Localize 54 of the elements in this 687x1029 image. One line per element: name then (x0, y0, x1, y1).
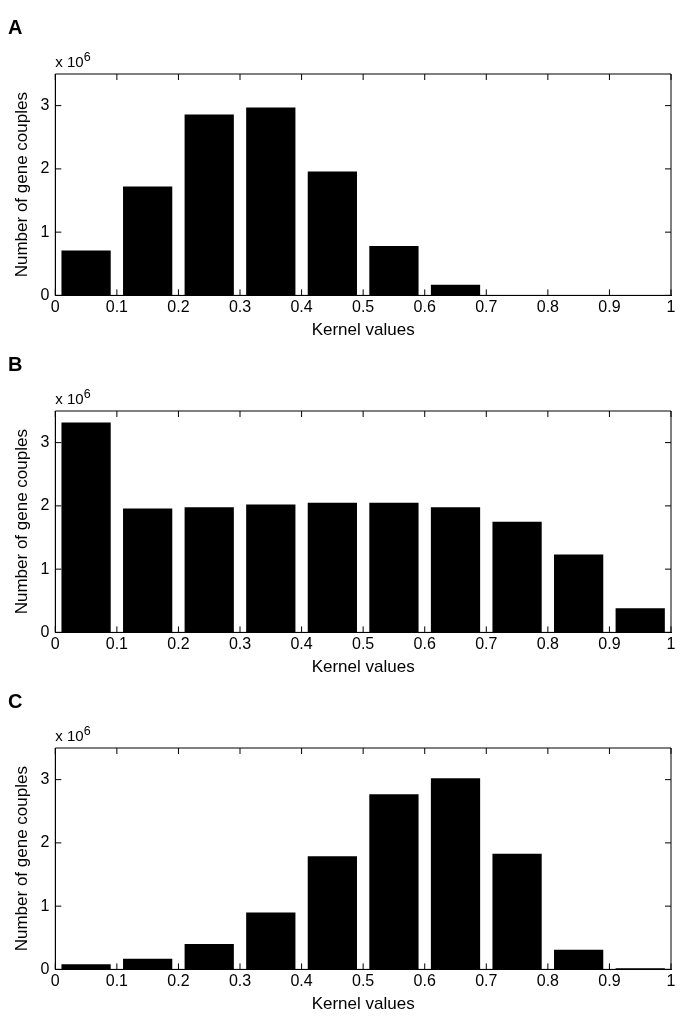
x-tick-label: 0.8 (536, 635, 560, 653)
y-tick-label: 1 (40, 559, 50, 577)
y-tick-label: 2 (40, 159, 50, 177)
x-tick-label: 0.1 (105, 635, 129, 653)
x-tick-label: 0.1 (105, 298, 129, 316)
x-tick-label: 0.8 (536, 972, 560, 990)
x-tick-label: 0.5 (352, 635, 375, 653)
x-tick-label: 0.3 (228, 298, 252, 316)
chart-title: A (8, 15, 23, 38)
x-tick-label: 0.7 (475, 298, 498, 316)
x-tick-label: 0.5 (352, 972, 375, 990)
y-tick-label: 3 (40, 770, 50, 788)
x-tick-label: 1 (666, 972, 676, 990)
x-tick-label: 0.6 (413, 298, 436, 316)
x-tick-label: 0.8 (536, 298, 560, 316)
text: x 10$^{6}$ (55, 723, 91, 745)
x-tick-label: 1 (666, 298, 676, 316)
x-axis-title: Kernel values (311, 657, 415, 677)
x-tick-label: 0.3 (228, 635, 252, 653)
x-tick-label: 0.5 (352, 298, 375, 316)
x-axis-title: Kernel values (311, 994, 415, 1014)
x-tick-label: 0.4 (290, 972, 313, 990)
x-axis-title: Kernel values (311, 320, 415, 340)
y-tick-label: 2 (40, 496, 50, 514)
chart-title: B (8, 352, 23, 375)
x-tick-label: 0.9 (598, 972, 621, 990)
x-tick-label: 0.1 (105, 972, 129, 990)
x-tick-label: 0.6 (413, 972, 436, 990)
x-tick-label: 0.9 (598, 635, 621, 653)
y-tick-label: 1 (40, 896, 50, 914)
x-tick-label: 0.4 (290, 635, 313, 653)
y-tick-label: 3 (40, 96, 50, 114)
y-axis-title: Number of gene couples (11, 766, 31, 952)
x-tick-label: 0.4 (290, 298, 313, 316)
text: x 10$^{6}$ (55, 386, 91, 408)
x-tick-label: 0.2 (167, 635, 190, 653)
y-tick-label: 0 (40, 959, 50, 977)
x-tick-label: 0.2 (167, 972, 190, 990)
y-tick-label: 0 (40, 622, 50, 640)
x-tick-label: 0.7 (475, 972, 498, 990)
y-tick-label: 2 (40, 833, 50, 851)
x-tick-label: 0.6 (413, 635, 436, 653)
y-tick-label: 1 (40, 222, 50, 240)
x-tick-label: 0.9 (598, 298, 621, 316)
text: x 10$^{6}$ (55, 49, 91, 71)
x-tick-label: 0.3 (228, 972, 252, 990)
x-tick-label: 1 (666, 635, 676, 653)
x-tick-label: 0.7 (475, 635, 498, 653)
y-axis-title: Number of gene couples (11, 429, 31, 615)
chart-title: C (8, 689, 23, 712)
y-tick-label: 0 (40, 285, 50, 303)
y-tick-label: 3 (40, 433, 50, 451)
y-axis-title: Number of gene couples (11, 92, 31, 278)
x-tick-label: 0.2 (167, 298, 190, 316)
